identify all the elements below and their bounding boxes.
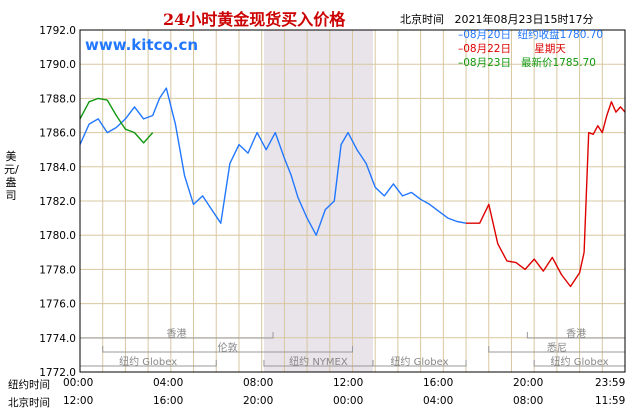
legend-label: 纽约收盘 xyxy=(517,29,560,41)
legend-item-0822: –08月22日 星期天 xyxy=(458,42,603,56)
y-tick-label: 1784.0 xyxy=(39,162,76,174)
market-session-label: 香港 xyxy=(167,328,187,340)
plot-frame xyxy=(79,29,626,373)
series-line xyxy=(79,97,154,144)
series-line xyxy=(79,87,467,236)
market-session-label: 纽约 Globex xyxy=(390,355,448,368)
y-tick-label: 1778.0 xyxy=(39,264,76,276)
y-tick-label: 1776.0 xyxy=(39,299,76,311)
x-tick-label: 20:00 xyxy=(243,395,274,407)
x-tick-label: 11:59 xyxy=(595,395,626,407)
x-tick-label: 08:00 xyxy=(513,395,544,407)
legend-date: 08月20日 xyxy=(463,29,511,41)
x-tick-label: 04:00 xyxy=(423,395,454,407)
y-tick-label: 1788.0 xyxy=(39,93,76,105)
y-axis-unit-label: 美元/盎司 xyxy=(4,150,19,202)
x-tick-label: 20:00 xyxy=(513,377,544,389)
y-tick-label: 1786.0 xyxy=(39,128,76,140)
legend-date: 08月23日 xyxy=(463,57,511,69)
legend-dash-icon: – xyxy=(458,57,464,69)
legend-date: 08月22日 xyxy=(463,43,511,55)
y-tick-label: 1780.0 xyxy=(39,230,76,242)
legend-dash-icon: – xyxy=(458,43,464,55)
x-tick-label: 12:00 xyxy=(333,377,364,389)
chart-title: 24小时黄金现货买入价格 xyxy=(163,10,346,29)
y-tick-label: 1790.0 xyxy=(39,59,76,71)
legend-item-0823: –08月23日 最新价1785.70 xyxy=(458,56,603,70)
x-axis-row-label: 北京时间 xyxy=(8,397,50,409)
x-axis-row-label: 纽约时间 xyxy=(8,379,50,391)
market-session-bar xyxy=(102,346,353,353)
x-tick-label: 16:00 xyxy=(153,395,184,407)
market-session-label: 纽约 Globex xyxy=(551,355,609,368)
legend-label: 最新价 xyxy=(521,57,553,69)
x-tick-label: 04:00 xyxy=(153,377,184,389)
market-session-label: 香港 xyxy=(566,328,586,340)
market-session-label: 伦敦 xyxy=(218,341,238,354)
y-tick-label: 1772.0 xyxy=(39,367,76,379)
x-tick-label: 00:00 xyxy=(63,377,94,389)
x-tick-label: 00:00 xyxy=(333,395,364,407)
legend: –08月20日 纽约收盘1780.70 –08月22日 星期天 –08月23日 … xyxy=(458,28,603,70)
site-url[interactable]: www.kitco.cn xyxy=(85,36,199,54)
y-tick-label: 1782.0 xyxy=(39,196,76,208)
market-session-label: 纽约 Globex xyxy=(119,355,177,368)
legend-label: 星期天 xyxy=(534,43,566,55)
market-session-bar xyxy=(372,360,467,367)
x-tick-label: 08:00 xyxy=(243,377,274,389)
legend-item-0820: –08月20日 纽约收盘1780.70 xyxy=(458,28,603,42)
y-tick-label: 1792.0 xyxy=(39,25,76,37)
legend-dash-icon: – xyxy=(458,29,464,41)
x-axis-row-ny: 纽约时间 00:00 04:00 08:00 12:00 16:00 20:00… xyxy=(0,377,643,391)
timezone-label: 北京时间 xyxy=(400,13,444,26)
x-tick-label: 12:00 xyxy=(63,395,94,407)
series-line xyxy=(583,101,626,253)
y-tick-label: 1774.0 xyxy=(39,333,76,345)
series-line xyxy=(466,203,585,288)
market-session-label: 悉尼 xyxy=(547,342,567,354)
x-axis-row-beijing: 北京时间 12:00 16:00 20:00 00:00 04:00 08:00… xyxy=(0,395,643,409)
datetime-label: 2021年08月23日15时17分 xyxy=(454,13,594,26)
legend-value: 1785.70 xyxy=(552,57,596,69)
x-tick-label: 16:00 xyxy=(423,377,454,389)
timestamp: 北京时间 2021年08月23日15时17分 xyxy=(400,11,593,27)
market-session-label: 纽约 NYMEX xyxy=(289,355,348,368)
legend-value: 1780.70 xyxy=(559,29,604,41)
x-tick-label: 23:59 xyxy=(595,377,626,389)
